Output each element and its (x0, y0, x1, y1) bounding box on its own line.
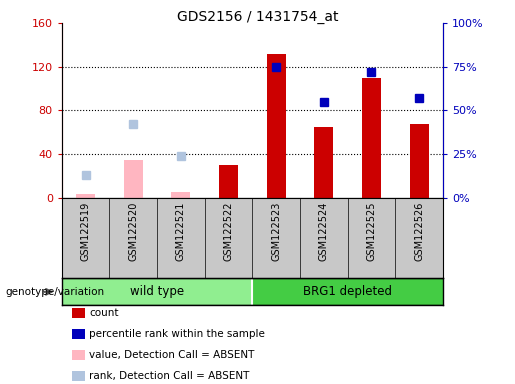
Bar (314, 127, 333, 198)
Text: GSM122522: GSM122522 (224, 202, 233, 261)
Text: rank, Detection Call = ABSENT: rank, Detection Call = ABSENT (89, 371, 249, 381)
Text: GSM122520: GSM122520 (128, 202, 138, 261)
Bar (267, 54, 286, 198)
Text: wild type: wild type (130, 285, 184, 298)
Bar (219, 165, 238, 198)
Bar (409, 124, 428, 198)
Bar (362, 78, 381, 198)
Bar (124, 159, 143, 198)
Text: GSM122525: GSM122525 (367, 202, 376, 261)
Text: value, Detection Call = ABSENT: value, Detection Call = ABSENT (89, 350, 254, 360)
Text: GDS2156 / 1431754_at: GDS2156 / 1431754_at (177, 10, 338, 23)
Text: count: count (89, 308, 118, 318)
Text: genotype/variation: genotype/variation (5, 287, 104, 297)
Text: GSM122523: GSM122523 (271, 202, 281, 261)
Text: GSM122521: GSM122521 (176, 202, 186, 261)
Bar (171, 192, 191, 198)
Text: GSM122524: GSM122524 (319, 202, 329, 261)
Bar (76, 194, 95, 198)
Text: BRG1 depleted: BRG1 depleted (303, 285, 392, 298)
Bar (252, 278, 467, 305)
Bar (62, 278, 252, 305)
Text: GSM122519: GSM122519 (81, 202, 91, 261)
Text: GSM122526: GSM122526 (414, 202, 424, 261)
Text: percentile rank within the sample: percentile rank within the sample (89, 329, 265, 339)
